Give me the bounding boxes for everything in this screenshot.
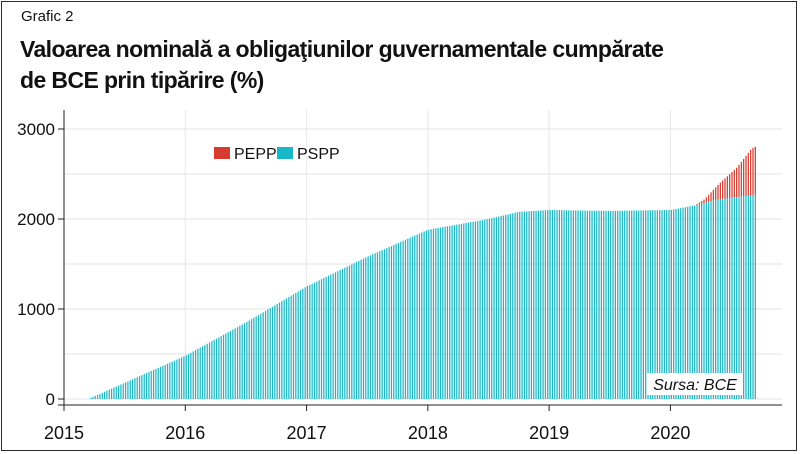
- legend-label-pspp: PSPP: [297, 146, 340, 163]
- y-tick-label: 3000: [17, 120, 55, 139]
- x-tick-label: 2015: [44, 423, 84, 443]
- y-tick-label: 2000: [17, 210, 55, 229]
- x-tick-label: 2019: [529, 423, 569, 443]
- source-note: Sursa: BCE: [653, 377, 737, 394]
- x-tick-label: 2017: [287, 423, 327, 443]
- figure-label: Grafic 2: [21, 8, 74, 25]
- legend-swatch-pspp: [277, 147, 293, 159]
- y-tick-label: 1000: [17, 300, 55, 319]
- x-tick-label: 2018: [408, 423, 448, 443]
- chart-title-line-1: Valoarea nominală a obligaţiunilor guver…: [20, 36, 664, 62]
- y-tick-label: 0: [46, 390, 55, 409]
- legend-swatch-pepp: [214, 147, 230, 159]
- chart-title-line-2: de BCE prin tipărire (%): [20, 67, 264, 93]
- axes: 0 1000 2000 3000 2015 2016 2017 2018 2019 2020: [17, 110, 782, 443]
- x-tick-label: 2020: [650, 423, 690, 443]
- legend: PEPP PSPP: [214, 146, 340, 163]
- bars: [89, 146, 756, 399]
- legend-label-pepp: PEPP: [234, 146, 277, 163]
- x-tick-label: 2016: [165, 423, 205, 443]
- source-box: Sursa: BCE: [647, 373, 743, 395]
